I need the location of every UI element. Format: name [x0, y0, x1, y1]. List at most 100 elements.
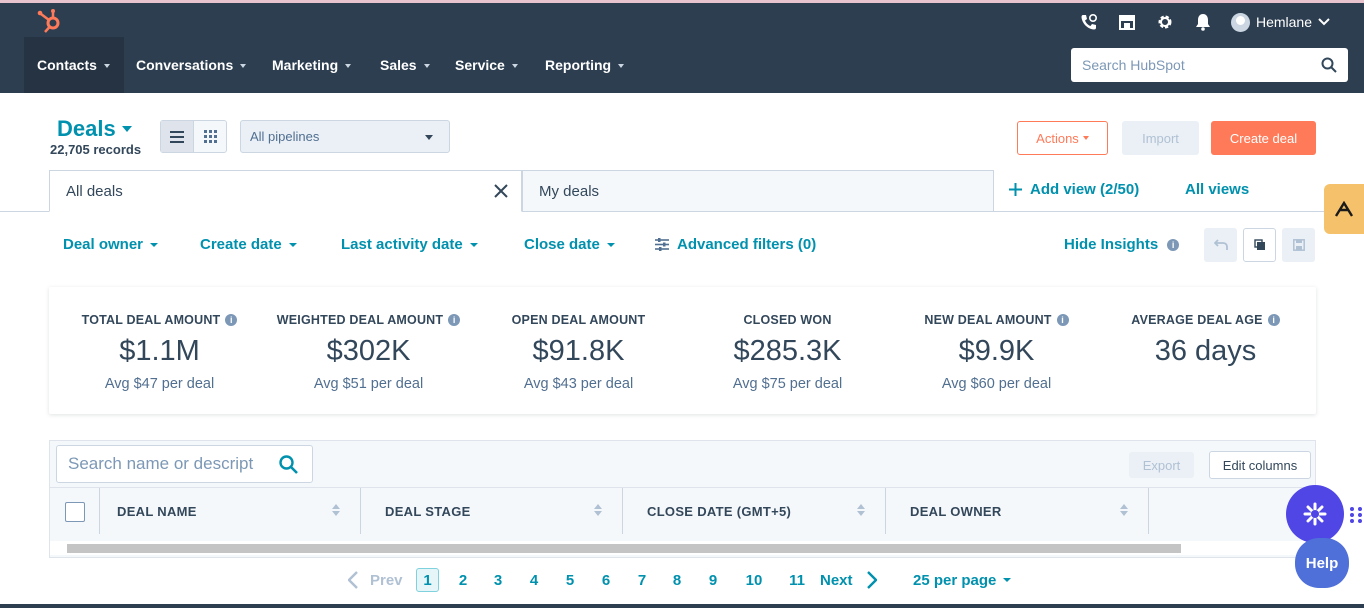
chevron-down-icon: [469, 242, 478, 247]
page-2[interactable]: 2: [458, 571, 468, 589]
page-11[interactable]: 11: [789, 571, 805, 589]
table-search-placeholder: Search name or descript: [68, 454, 254, 473]
all-views-link[interactable]: All views: [1185, 181, 1250, 198]
insight-value: $285.3K: [733, 335, 842, 367]
chat-assistant-button[interactable]: [1286, 485, 1344, 543]
tab-my-deals[interactable]: My deals: [522, 170, 994, 212]
advanced-filters-button[interactable]: Advanced filters (0): [655, 236, 816, 253]
filter-close-date[interactable]: Close date: [524, 236, 615, 253]
sort-icon: [857, 504, 865, 516]
page-title-text: Deals: [57, 116, 116, 141]
gear-icon[interactable]: [1155, 12, 1175, 32]
copy-icon: [1253, 239, 1265, 250]
table-search-input[interactable]: Search name or descript: [56, 445, 313, 483]
prev-page-button[interactable]: Prev: [348, 566, 403, 594]
column-deal-name[interactable]: DEAL NAME: [100, 488, 361, 534]
create-deal-button[interactable]: Create deal: [1211, 121, 1316, 155]
nav-conversations[interactable]: Conversations: [136, 37, 247, 93]
view-toggle: [160, 120, 227, 153]
insight-label: OPEN DEAL AMOUNT: [511, 313, 646, 327]
column-label: DEAL STAGE: [385, 503, 471, 519]
select-all-checkbox[interactable]: [65, 502, 85, 522]
export-button[interactable]: Export: [1129, 452, 1194, 478]
chevron-down-icon: [1003, 578, 1012, 582]
nav-reporting[interactable]: Reporting: [545, 37, 625, 93]
info-icon[interactable]: i: [1056, 314, 1069, 326]
page-1[interactable]: 1: [416, 568, 439, 592]
column-label: DEAL OWNER: [910, 503, 1002, 519]
info-icon[interactable]: i: [448, 314, 461, 326]
next-page-button[interactable]: Next: [820, 566, 877, 594]
global-search-input[interactable]: Search HubSpot: [1071, 48, 1348, 82]
filter-create-date[interactable]: Create date: [200, 236, 297, 253]
insight-average: Avg $51 per deal: [313, 376, 424, 392]
nav-contacts[interactable]: Contacts: [24, 37, 124, 93]
column-deal-owner[interactable]: DEAL OWNER: [886, 488, 1149, 534]
hide-insights-label: Hide Insights: [1064, 236, 1159, 253]
list-view-button[interactable]: [161, 121, 194, 152]
nav-sales[interactable]: Sales: [380, 37, 430, 93]
hubspot-logo-icon[interactable]: [36, 8, 64, 34]
insight-average: Avg $60 per deal: [941, 376, 1052, 392]
nav-label: Contacts: [37, 57, 97, 73]
scrollbar-thumb[interactable]: [67, 544, 1181, 553]
info-icon[interactable]: i: [1267, 314, 1280, 326]
sliders-icon: [655, 238, 669, 251]
filter-label: Create date: [200, 236, 282, 253]
nav-service[interactable]: Service: [455, 37, 518, 93]
actions-label: Actions: [1036, 130, 1079, 146]
insights-panel: TOTAL DEAL AMOUNT i $1.1M Avg $47 per dea…: [49, 287, 1316, 414]
per-page-select[interactable]: 25 per page: [913, 566, 1012, 594]
chevron-down-icon: [288, 242, 297, 247]
column-close-date[interactable]: CLOSE DATE (GMT+5): [623, 488, 886, 534]
chevron-down-icon: [423, 64, 430, 68]
horizontal-scrollbar[interactable]: [50, 541, 1315, 555]
undo-button[interactable]: [1204, 228, 1237, 262]
extension-logo-icon: [1334, 201, 1354, 217]
nav-label: Conversations: [136, 57, 234, 73]
bell-icon[interactable]: [1193, 12, 1213, 32]
nav-marketing[interactable]: Marketing: [272, 37, 352, 93]
extension-badge[interactable]: [1324, 184, 1364, 234]
drag-handle-icon[interactable]: [1349, 506, 1363, 524]
insight-label: NEW DEAL AMOUNT: [924, 313, 1052, 327]
page-10[interactable]: 10: [745, 571, 763, 589]
page-9[interactable]: 9: [708, 571, 718, 589]
info-icon[interactable]: i: [225, 314, 238, 326]
marketplace-icon[interactable]: [1117, 12, 1137, 32]
add-view-button[interactable]: Add view (2/50): [1009, 181, 1139, 198]
page-6[interactable]: 6: [601, 571, 611, 589]
filter-deal-owner[interactable]: Deal owner: [63, 236, 159, 253]
actions-button[interactable]: Actions: [1017, 121, 1108, 155]
close-icon[interactable]: [493, 183, 509, 199]
save-view-button[interactable]: [1282, 228, 1315, 262]
page-8[interactable]: 8: [672, 571, 682, 589]
help-button[interactable]: Help: [1295, 538, 1349, 588]
tab-all-deals[interactable]: All deals: [49, 170, 522, 212]
import-button[interactable]: Import: [1122, 121, 1199, 155]
page-3[interactable]: 3: [493, 571, 503, 589]
page-5[interactable]: 5: [565, 571, 575, 589]
filter-last-activity-date[interactable]: Last activity date: [341, 236, 478, 253]
chevron-down-icon: [345, 64, 352, 68]
clone-view-button[interactable]: [1243, 228, 1276, 262]
insight-value: $9.9K: [958, 335, 1035, 367]
page-4[interactable]: 4: [529, 571, 539, 589]
board-view-button[interactable]: [194, 121, 226, 152]
plus-icon: [1009, 183, 1022, 196]
column-deal-stage[interactable]: DEAL STAGE: [361, 488, 623, 534]
filter-label: Close date: [524, 236, 600, 253]
page-title[interactable]: Deals: [57, 116, 132, 142]
hide-insights-button[interactable]: Hide Insights i: [1064, 236, 1180, 253]
column-label: DEAL NAME: [117, 503, 197, 519]
info-icon: i: [1167, 238, 1180, 251]
sort-icon: [332, 504, 340, 516]
edit-columns-button[interactable]: Edit columns: [1209, 451, 1311, 479]
page-7[interactable]: 7: [637, 571, 647, 589]
pipeline-select-value: All pipelines: [250, 129, 320, 144]
account-menu[interactable]: Hemlane: [1230, 12, 1330, 32]
pipeline-select[interactable]: All pipelines: [240, 120, 450, 153]
calling-icon[interactable]: [1079, 12, 1099, 32]
chevron-down-icon: [618, 64, 625, 68]
account-name: Hemlane: [1255, 14, 1312, 30]
